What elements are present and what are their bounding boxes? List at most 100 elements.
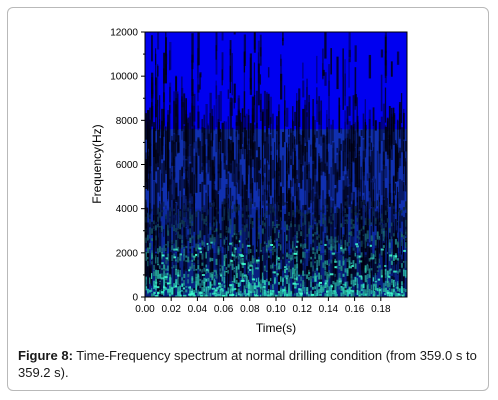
spectrogram-cell — [161, 210, 164, 213]
spectrogram-cell — [362, 234, 365, 236]
spectrogram-cell — [227, 216, 230, 221]
spectrogram-cell — [354, 45, 357, 62]
spectrogram-cell — [344, 59, 346, 97]
spectrogram-cell — [163, 245, 166, 252]
spectrogram-cell — [159, 119, 161, 157]
spectrogram-cell — [267, 226, 271, 245]
spectrogram-cell — [159, 283, 161, 285]
spectrogram-cell — [273, 174, 276, 202]
spectrogram-cell — [334, 213, 337, 228]
spectrogram-cell — [195, 290, 197, 294]
spectrogram-cell — [334, 273, 336, 277]
spectrogram-cell — [300, 227, 302, 271]
spectrogram-cell — [304, 99, 307, 140]
spectrogram-cell — [156, 286, 160, 289]
spectrogram-cell — [306, 211, 309, 215]
spectrogram-cell — [372, 107, 374, 127]
spectrogram-cell — [334, 240, 336, 248]
spectrogram-cell — [266, 294, 270, 297]
spectrogram-cell — [366, 234, 369, 239]
spectrogram-cell — [330, 262, 333, 295]
spectrogram-cell — [286, 193, 289, 202]
spectrogram-cell — [249, 261, 252, 267]
spectrogram-cell — [225, 187, 227, 228]
spectrogram-cell — [153, 180, 156, 217]
spectrogram-cell — [326, 277, 329, 282]
spectrogram-cell — [145, 237, 147, 243]
spectrogram-cell — [366, 288, 369, 292]
spectrogram-cell — [286, 163, 288, 201]
spectrogram-cell — [151, 257, 153, 260]
spectrogram-cell — [153, 144, 155, 157]
spectrogram-cell — [302, 222, 304, 226]
spectrogram-cell — [233, 224, 236, 232]
x-tick-label: 0.14 — [319, 304, 339, 315]
spectrogram-cell — [360, 252, 363, 258]
spectrogram-cell — [269, 235, 272, 243]
spectrogram-cell — [229, 228, 231, 234]
spectrogram-cell — [197, 233, 199, 266]
spectrogram-cell — [386, 237, 389, 266]
spectrogram-cell — [288, 265, 290, 273]
spectrogram-cell — [304, 240, 306, 283]
spectrogram-cell — [199, 291, 203, 294]
spectrogram-cell — [346, 216, 348, 248]
spectrogram-cell — [214, 289, 218, 292]
spectrogram-cell — [240, 255, 244, 257]
spectrogram-cell — [390, 275, 394, 296]
spectrogram-cell — [193, 266, 195, 282]
spectrogram-cell — [165, 273, 168, 277]
spectrogram-cell — [362, 257, 365, 270]
spectrogram-cell — [348, 257, 351, 261]
spectrogram-cell — [251, 258, 255, 264]
spectrogram-cell — [302, 212, 304, 216]
spectrogram-cell — [386, 280, 390, 288]
spectrogram-cell — [344, 219, 347, 222]
spectrogram-cell — [400, 281, 404, 286]
spectrogram-cell — [388, 105, 391, 146]
spectrogram-cell — [392, 234, 396, 262]
spectrogram-cell — [169, 288, 171, 293]
spectrogram-cell — [191, 222, 194, 227]
spectrogram-cell — [241, 189, 244, 207]
spectrogram-cell — [239, 133, 242, 160]
x-tick-label: 0.16 — [345, 304, 365, 315]
spectrogram-cell — [153, 226, 155, 230]
spectrogram-cell — [189, 246, 192, 249]
spectrogram-cell — [167, 230, 170, 234]
spectrogram-cell — [334, 236, 337, 244]
spectrogram-cell — [225, 212, 228, 234]
spectrogram-cell — [201, 206, 204, 211]
spectrogram-cell — [300, 276, 303, 282]
spectrogram-cell — [306, 293, 308, 297]
spectrogram-cell — [350, 277, 353, 282]
spectrogram-cell — [193, 155, 195, 200]
spectrogram-cell — [159, 166, 161, 197]
spectrogram-cell — [237, 293, 240, 296]
spectrogram-cell — [304, 221, 306, 225]
spectrogram-cell — [149, 277, 151, 284]
spectrogram-cell — [197, 57, 199, 102]
spectrogram-cell — [396, 153, 399, 172]
spectrogram-cell — [404, 140, 407, 152]
spectrogram-cell — [384, 236, 386, 249]
spectrogram-cell — [276, 125, 279, 150]
spectrogram-cell — [235, 129, 238, 167]
spectrogram-cell — [145, 255, 147, 272]
spectrogram-cell — [203, 288, 205, 292]
spectrogram-cell — [282, 32, 284, 41]
spectrogram-cell — [229, 65, 231, 94]
spectrogram-cell — [398, 264, 402, 289]
spectrogram-cell — [149, 242, 152, 247]
spectrogram-cell — [386, 205, 389, 213]
spectrogram-cell — [344, 283, 347, 295]
spectrogram-cell — [179, 179, 181, 215]
spectrogram-cell — [201, 213, 204, 221]
spectrogram-cell — [215, 229, 218, 269]
spectrogram-cell — [288, 189, 290, 215]
spectrogram-cell — [273, 170, 277, 204]
spectrogram-cell — [215, 190, 218, 222]
spectrogram-cell — [286, 203, 288, 244]
spectrogram-cell — [278, 248, 280, 291]
spectrogram-cell — [352, 261, 354, 265]
